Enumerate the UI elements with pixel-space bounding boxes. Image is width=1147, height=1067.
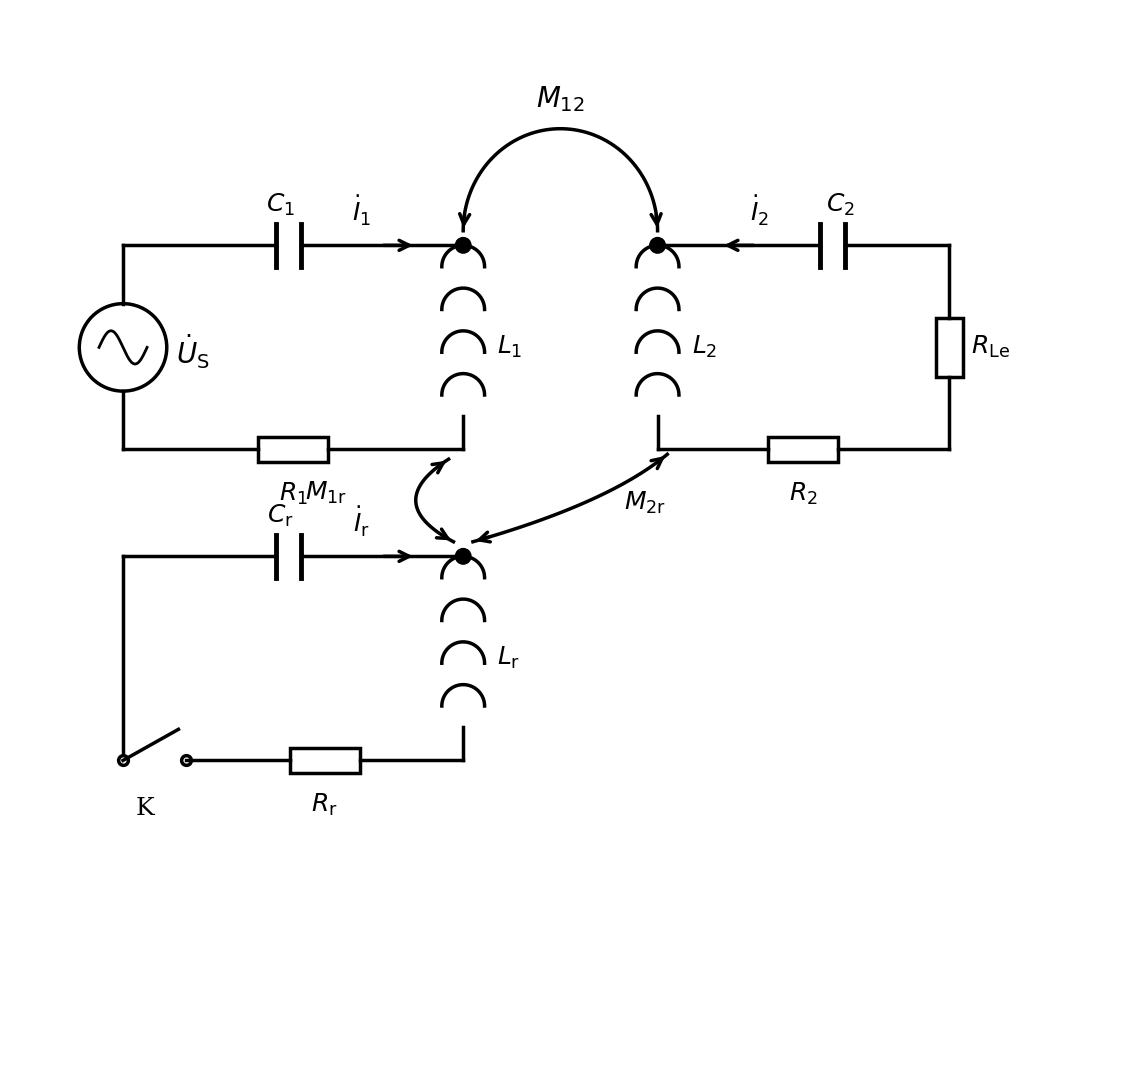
Bar <box>290 748 360 774</box>
Text: $\dot{U}_{\mathrm{S}}$: $\dot{U}_{\mathrm{S}}$ <box>177 333 210 371</box>
Bar <box>936 318 962 377</box>
Bar <box>258 436 328 462</box>
Circle shape <box>455 238 471 253</box>
Text: $\dot{I}_{\mathrm{r}}$: $\dot{I}_{\mathrm{r}}$ <box>353 505 369 539</box>
Text: $M_{\mathrm{2r}}$: $M_{\mathrm{2r}}$ <box>624 490 665 516</box>
Text: $L_{\mathrm{r}}$: $L_{\mathrm{r}}$ <box>497 646 521 671</box>
Text: $M_{12}$: $M_{12}$ <box>536 84 585 114</box>
Circle shape <box>455 548 471 564</box>
Text: $C_2$: $C_2$ <box>826 192 855 218</box>
Text: $M_{\mathrm{1r}}$: $M_{\mathrm{1r}}$ <box>305 480 346 506</box>
Text: $R_{\mathrm{Le}}$: $R_{\mathrm{Le}}$ <box>970 334 1009 361</box>
Text: $L_1$: $L_1$ <box>497 334 523 361</box>
Text: $R_1$: $R_1$ <box>279 480 307 507</box>
Text: $R_2$: $R_2$ <box>789 480 818 507</box>
Text: $C_{\mathrm{r}}$: $C_{\mathrm{r}}$ <box>267 503 294 529</box>
Text: $R_{\mathrm{r}}$: $R_{\mathrm{r}}$ <box>311 792 338 817</box>
Text: $C_1$: $C_1$ <box>266 192 295 218</box>
Text: K: K <box>135 797 155 821</box>
Circle shape <box>650 238 665 253</box>
Bar <box>768 436 838 462</box>
Text: $L_2$: $L_2$ <box>692 334 717 361</box>
Text: $\dot{I}_2$: $\dot{I}_2$ <box>750 194 770 228</box>
Text: $\dot{I}_1$: $\dot{I}_1$ <box>352 194 370 228</box>
